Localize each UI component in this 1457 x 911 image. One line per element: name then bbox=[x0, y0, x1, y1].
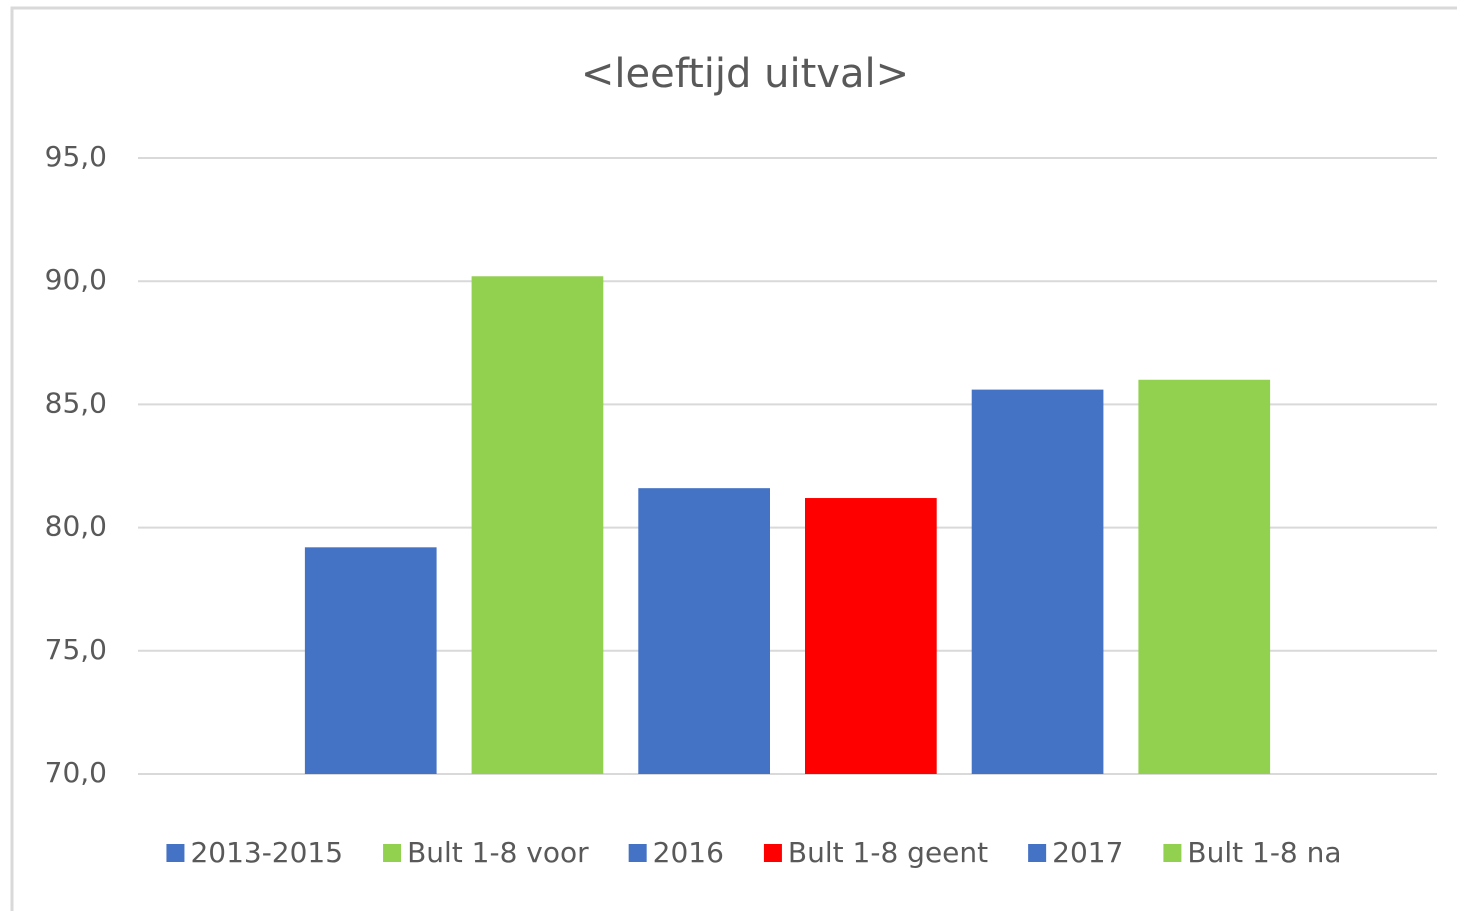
legend-swatch bbox=[166, 844, 185, 862]
bar bbox=[805, 498, 937, 774]
y-tick-label: 70,0 bbox=[45, 756, 107, 789]
legend-label: Bult 1-8 na bbox=[1187, 836, 1341, 869]
bar bbox=[971, 389, 1104, 774]
legend-label: Bult 1-8 geent bbox=[788, 836, 988, 869]
y-tick-label: 75,0 bbox=[45, 633, 107, 666]
legend-label: 2013-2015 bbox=[190, 836, 343, 869]
legend-swatch bbox=[628, 844, 647, 862]
bar bbox=[304, 547, 437, 774]
y-tick-label: 80,0 bbox=[45, 510, 107, 543]
bar bbox=[1138, 379, 1271, 774]
y-tick-label: 85,0 bbox=[45, 386, 107, 419]
y-tick-label: 90,0 bbox=[45, 263, 107, 296]
bar bbox=[638, 488, 770, 774]
bar bbox=[471, 276, 604, 774]
legend-swatch bbox=[1028, 844, 1047, 862]
legend-label: 2017 bbox=[1052, 836, 1123, 869]
legend-swatch bbox=[1163, 844, 1182, 862]
y-tick-label: 95,0 bbox=[45, 140, 107, 173]
legend-label: 2016 bbox=[653, 836, 724, 869]
legend-label: Bult 1-8 voor bbox=[407, 836, 589, 869]
chart-title: <leeftijd uitval> bbox=[581, 51, 909, 97]
legend-swatch bbox=[383, 844, 402, 862]
legend-swatch bbox=[763, 844, 782, 862]
